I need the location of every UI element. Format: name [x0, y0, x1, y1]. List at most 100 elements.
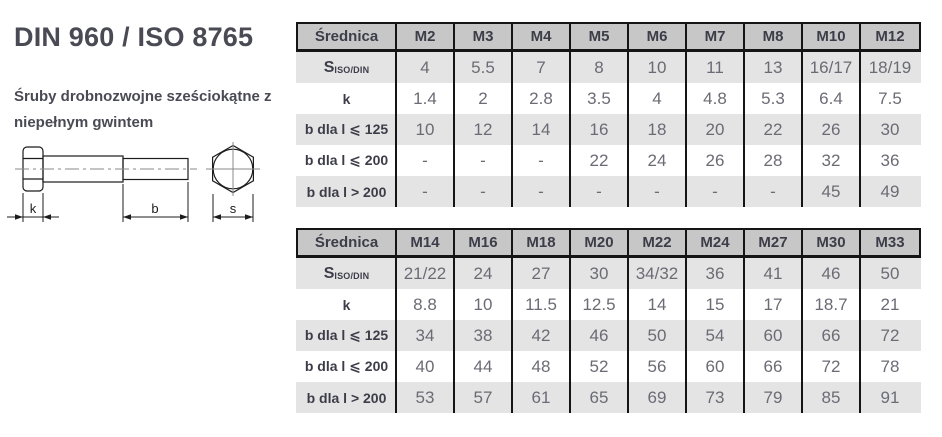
row-label: b dla l ⩽ 125: [298, 320, 397, 351]
table-value-cell: -: [745, 176, 803, 207]
table-value-cell: 5.3: [745, 83, 803, 114]
table-value-cell: 16/17: [803, 52, 861, 83]
table-value-cell: 22: [745, 114, 803, 145]
column-header-size: M8: [745, 24, 803, 49]
column-header-size: M12: [875, 28, 905, 45]
column-header-size: M22: [629, 230, 687, 255]
column-header-size: M30: [803, 230, 861, 255]
table-value-cell: 69: [629, 382, 687, 413]
table-value-cell: -: [455, 176, 513, 207]
table-value-cell: 34/32: [629, 258, 687, 289]
row-label: S ISO/DIN: [298, 52, 397, 83]
table-header-row: Średnica M14 M16 M18 M20 M22 M24 M27 M30 M33: [296, 228, 921, 258]
table-value-cell: 18: [629, 114, 687, 145]
table-value-cell: 28: [745, 145, 803, 176]
column-header-size: M2: [397, 24, 455, 49]
row-label: k: [298, 289, 397, 320]
arrowhead: [213, 214, 221, 220]
arrowhead: [15, 214, 23, 220]
table-value-cell: 65: [571, 382, 629, 413]
table-value-cell: 85: [803, 382, 861, 413]
row-label: b dla l > 200: [298, 176, 397, 207]
table-value-cell: 20: [687, 114, 745, 145]
column-header-size: M7: [687, 24, 745, 49]
table-value-cell: 50: [629, 320, 687, 351]
table-row: b dla l > 200- - - - - - -45 49: [296, 176, 921, 207]
table-row: S ISO/DIN 21/22 24 27 30 34/32 36 41 46 50: [296, 258, 921, 289]
table-value-cell: 78: [880, 356, 900, 376]
table-value-cell: 7.5: [878, 88, 902, 108]
row-label-text: S: [323, 264, 335, 282]
row-label-text: k: [342, 296, 351, 313]
column-header-size: M20: [571, 230, 629, 255]
table-value-cell: 48: [513, 351, 571, 382]
table-value-cell: 54: [687, 320, 745, 351]
row-label-text: S: [323, 58, 335, 76]
table-value-cell: 8: [571, 52, 629, 83]
table-value-cell: 26: [803, 114, 861, 145]
table-value-cell: 72: [803, 351, 861, 382]
spec-table-small-diameters: Średnica M2 M3 M4 M5 M6 M7 M8 M10 M12 S ISO/DIN 4 5.5…: [296, 22, 921, 207]
row-label: k: [298, 83, 397, 114]
table-value-cell: 30: [571, 258, 629, 289]
table-value-cell: 26: [687, 145, 745, 176]
row-label-text: b dla l ⩽ 125: [304, 121, 389, 137]
table-value-cell: 18/19: [868, 57, 912, 77]
table-value-cell: 52: [571, 351, 629, 382]
table-value-cell: 41: [745, 258, 803, 289]
table-value-cell: 7: [513, 52, 571, 83]
arrowhead: [123, 214, 131, 220]
row-label: b dla l > 200: [298, 382, 397, 413]
table-value-cell: -: [571, 176, 629, 207]
table-value-cell: 18.7: [803, 289, 861, 320]
table-value-cell: 21/22: [397, 258, 455, 289]
column-header-size: M24: [687, 230, 745, 255]
table-value-cell: 14: [513, 114, 571, 145]
table-value-cell: 11: [687, 52, 745, 83]
dimension-k-label: k: [30, 201, 37, 216]
table-value-cell: 10: [629, 52, 687, 83]
table-value-cell: 56: [629, 351, 687, 382]
row-label: b dla l ⩽ 125: [298, 114, 397, 145]
row-label-text: k: [342, 90, 351, 107]
column-header-size: M10: [803, 24, 861, 49]
table-value-cell: 22: [571, 145, 629, 176]
row-label-subscript: ISO/DIN: [334, 64, 370, 75]
table-value-cell: 36: [687, 258, 745, 289]
column-header-size: M5: [571, 24, 629, 49]
table-value-cell: 4.8: [687, 83, 745, 114]
table-value-cell: 12: [455, 114, 513, 145]
column-header-size: M16: [455, 230, 513, 255]
table-header-row: Średnica M2 M3 M4 M5 M6 M7 M8 M10 M12: [296, 22, 921, 52]
table-value-cell: 10: [397, 114, 455, 145]
table-value-cell: 15: [687, 289, 745, 320]
table-value-cell: 66: [803, 320, 861, 351]
table-value-cell: 2: [455, 83, 513, 114]
column-header-size: M6: [629, 24, 687, 49]
table-row: b dla l ⩽ 200- - -22 24 26 28 32 36: [296, 145, 921, 176]
table-value-cell: 72: [880, 325, 900, 345]
table-value-cell: -: [397, 176, 455, 207]
arrowhead: [43, 214, 51, 220]
column-header-size: M4: [513, 24, 571, 49]
table-row: b dla l ⩽ 125 34 38 42 46 50 54 60 66 72: [296, 320, 921, 351]
table-value-cell: -: [455, 145, 513, 176]
column-header-size: M33: [875, 234, 905, 251]
table-value-cell: -: [513, 145, 571, 176]
table-value-cell: 36: [880, 150, 900, 170]
table-row: b dla l > 200 53 57 61 65 69 73 79 85 91: [296, 382, 921, 413]
row-label-text: b dla l ⩽ 200: [304, 152, 389, 168]
column-header-size: M18: [513, 230, 571, 255]
row-label: b dla l ⩽ 200: [298, 351, 397, 382]
table-value-cell: 6.4: [803, 83, 861, 114]
table-value-cell: 46: [803, 258, 861, 289]
dimension-b-label: b: [151, 201, 158, 216]
table-value-cell: 34: [397, 320, 455, 351]
table-value-cell: 5.5: [455, 52, 513, 83]
table-value-cell: 16: [571, 114, 629, 145]
table-value-cell: 17: [745, 289, 803, 320]
row-label-text: b dla l ⩽ 125: [304, 327, 389, 343]
table-value-cell: 4: [629, 83, 687, 114]
table-value-cell: 60: [745, 320, 803, 351]
